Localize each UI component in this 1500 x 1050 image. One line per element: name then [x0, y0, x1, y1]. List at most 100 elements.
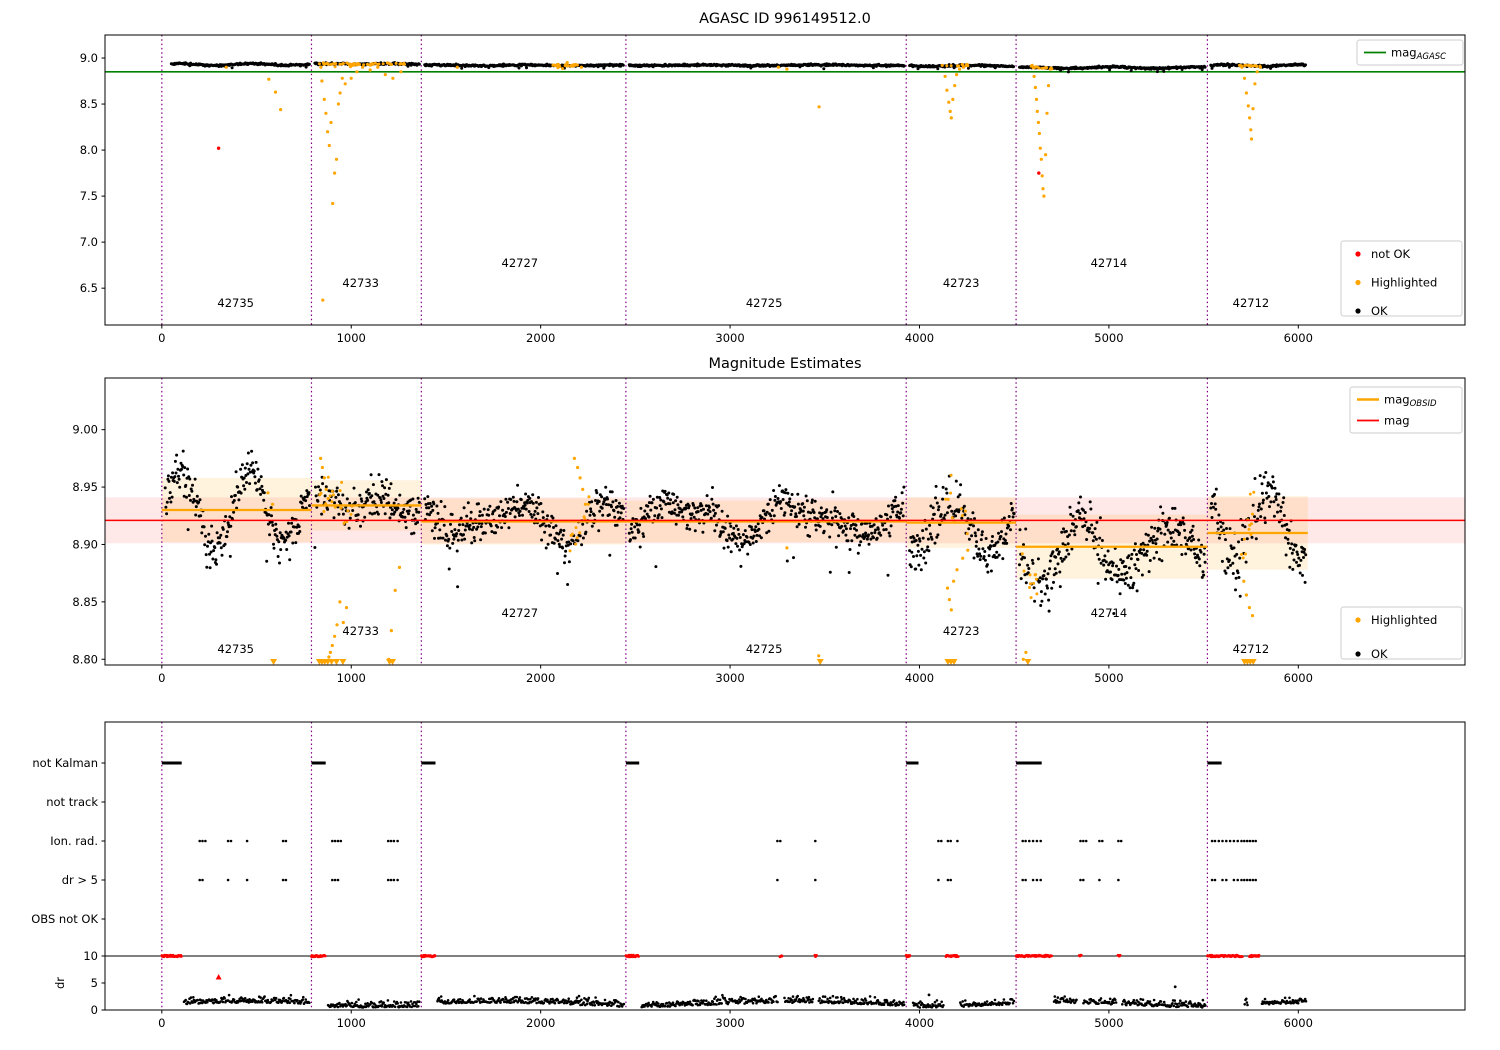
dr-tick-label: 10 — [83, 949, 98, 963]
x-tick-label: 1000 — [337, 331, 366, 345]
legend-marker-sample — [1355, 251, 1361, 257]
dr-points — [182, 985, 1308, 1009]
ok-points — [169, 61, 1307, 74]
legend-label: OK — [1371, 647, 1388, 661]
x-tick-label: 3000 — [715, 331, 744, 345]
axes-frame — [104, 721, 1466, 1011]
legend-marker-sample — [1355, 308, 1361, 314]
legend-label: Highlighted — [1371, 613, 1437, 627]
obsid-boundaries — [161, 35, 1208, 325]
category-label: dr > 5 — [62, 873, 98, 887]
x-tick-label: 0 — [158, 671, 165, 685]
axes-frame — [104, 34, 1466, 326]
obsid-label: 42714 — [1091, 256, 1128, 270]
y-tick-label: 7.5 — [80, 189, 98, 203]
y-tick-label: 9.0 — [80, 51, 98, 65]
legend-point-types: not OK Highlighted OK — [1340, 240, 1463, 318]
x-tick-label: 6000 — [1284, 1016, 1313, 1030]
obsid-boundaries — [161, 378, 1208, 665]
dr-tick-label: 5 — [91, 976, 98, 990]
x-tick-label: 6000 — [1284, 331, 1313, 345]
legend-label: mag — [1384, 414, 1410, 428]
x-tick-label: 4000 — [905, 331, 934, 345]
obsid-label: 42725 — [746, 642, 783, 656]
category-label: Ion. rad. — [50, 834, 98, 848]
obsid-label: 42733 — [342, 276, 379, 290]
dr-tick-label: 0 — [91, 1003, 98, 1017]
legend-label: magOBSID — [1384, 393, 1437, 410]
obsid-label: 42712 — [1233, 642, 1270, 656]
not-kalman-marks — [161, 761, 1222, 765]
dr-gt5-points — [198, 878, 1257, 882]
category-label: not track — [46, 795, 98, 809]
obsid-boundaries — [161, 722, 1208, 1010]
middle-chart-title: Magnitude Estimates — [708, 356, 862, 372]
y-tick-label: 9.00 — [72, 423, 98, 437]
obsid-label: 42725 — [746, 296, 783, 310]
top-chart-title: AGASC ID 996149512.0 — [699, 11, 871, 27]
dr-axis-label: dr — [53, 977, 67, 989]
highlighted-points — [266, 456, 1256, 661]
legend-mag-lines: magOBSID mag — [1349, 386, 1463, 434]
middle-panel: 42735 42733 42727 42725 42723 42714 42712 0 1000… — [72, 377, 1466, 685]
obsid-label: 42714 — [1091, 606, 1128, 620]
x-tick-label: 2000 — [526, 331, 555, 345]
legend-label: magAGASC — [1391, 46, 1446, 63]
obsid-labels: 42735 42733 42727 42725 42723 42714 42712 — [217, 606, 1269, 656]
x-tick-label: 3000 — [715, 1016, 744, 1030]
obsid-label: 42735 — [217, 642, 254, 656]
obsid-label: 42712 — [1233, 296, 1270, 310]
obsid-label: 42733 — [342, 624, 379, 638]
category-label: OBS not OK — [31, 912, 98, 926]
x-tick-label: 3000 — [715, 671, 744, 685]
highlighted-points — [224, 61, 1262, 302]
y-tick-label: 8.95 — [72, 480, 98, 494]
y-tick-label: 6.5 — [80, 281, 98, 295]
x-tick-label: 5000 — [1094, 331, 1123, 345]
y-axis-ticks: 9.0 8.5 8.0 7.5 7.0 6.5 — [80, 51, 105, 295]
ion-rad-points — [198, 839, 1257, 843]
x-axis-ticks: 0 1000 2000 3000 4000 5000 6000 — [158, 325, 1313, 345]
legend-marker-sample — [1355, 279, 1361, 286]
bottom-panel: 0 1000 2000 3000 4000 5000 6000 not Kalman not t… — [31, 721, 1466, 1030]
dr-outlier-triangle — [215, 974, 222, 980]
legend-mag-agasc: magAGASC — [1356, 39, 1464, 66]
category-label: not Kalman — [32, 756, 98, 770]
x-tick-label: 4000 — [905, 1016, 934, 1030]
obsid-label: 42727 — [502, 256, 539, 270]
obsid-label: 42727 — [502, 606, 539, 620]
legend-label: Highlighted — [1371, 276, 1437, 290]
obsid-label: 42723 — [943, 624, 980, 638]
x-tick-label: 2000 — [526, 671, 555, 685]
legend-marker-sample — [1355, 617, 1361, 623]
top-panel: 42735 42733 42727 42725 42723 42714 42712 0 1000… — [80, 34, 1466, 345]
x-tick-label: 0 — [158, 331, 165, 345]
clipped-triangles — [270, 659, 1257, 665]
x-tick-label: 1000 — [337, 671, 366, 685]
x-tick-label: 5000 — [1094, 1016, 1123, 1030]
y-tick-label: 8.5 — [80, 97, 98, 111]
y-tick-label: 7.0 — [80, 235, 98, 249]
not-ok-points — [216, 146, 1041, 175]
y-tick-label: 8.0 — [80, 143, 98, 157]
x-tick-label: 6000 — [1284, 671, 1313, 685]
x-tick-label: 0 — [158, 1016, 165, 1030]
y-tick-label: 8.90 — [72, 537, 98, 551]
x-axis-ticks: 0 1000 2000 3000 4000 5000 6000 — [158, 665, 1313, 685]
y-axis-ticks: not Kalman not track Ion. rad. dr > 5 OBS no… — [31, 756, 105, 1017]
x-tick-label: 2000 — [526, 1016, 555, 1030]
obsid-labels: 42735 42733 42727 42725 42723 42714 42712 — [217, 256, 1269, 310]
legend-marker-sample — [1355, 651, 1361, 657]
y-tick-label: 8.85 — [72, 595, 98, 609]
legend-label: OK — [1371, 304, 1388, 318]
y-axis-ticks: 8.80 8.85 8.90 8.95 9.00 — [72, 423, 105, 666]
legend-label: not OK — [1371, 247, 1411, 261]
obsid-label: 42723 — [943, 276, 980, 290]
obsid-label: 42735 — [217, 296, 254, 310]
legend-point-types: Highlighted OK — [1340, 606, 1463, 661]
x-tick-label: 4000 — [905, 671, 934, 685]
y-tick-label: 8.80 — [72, 652, 98, 666]
dr-clipped-red-points — [160, 953, 1261, 959]
